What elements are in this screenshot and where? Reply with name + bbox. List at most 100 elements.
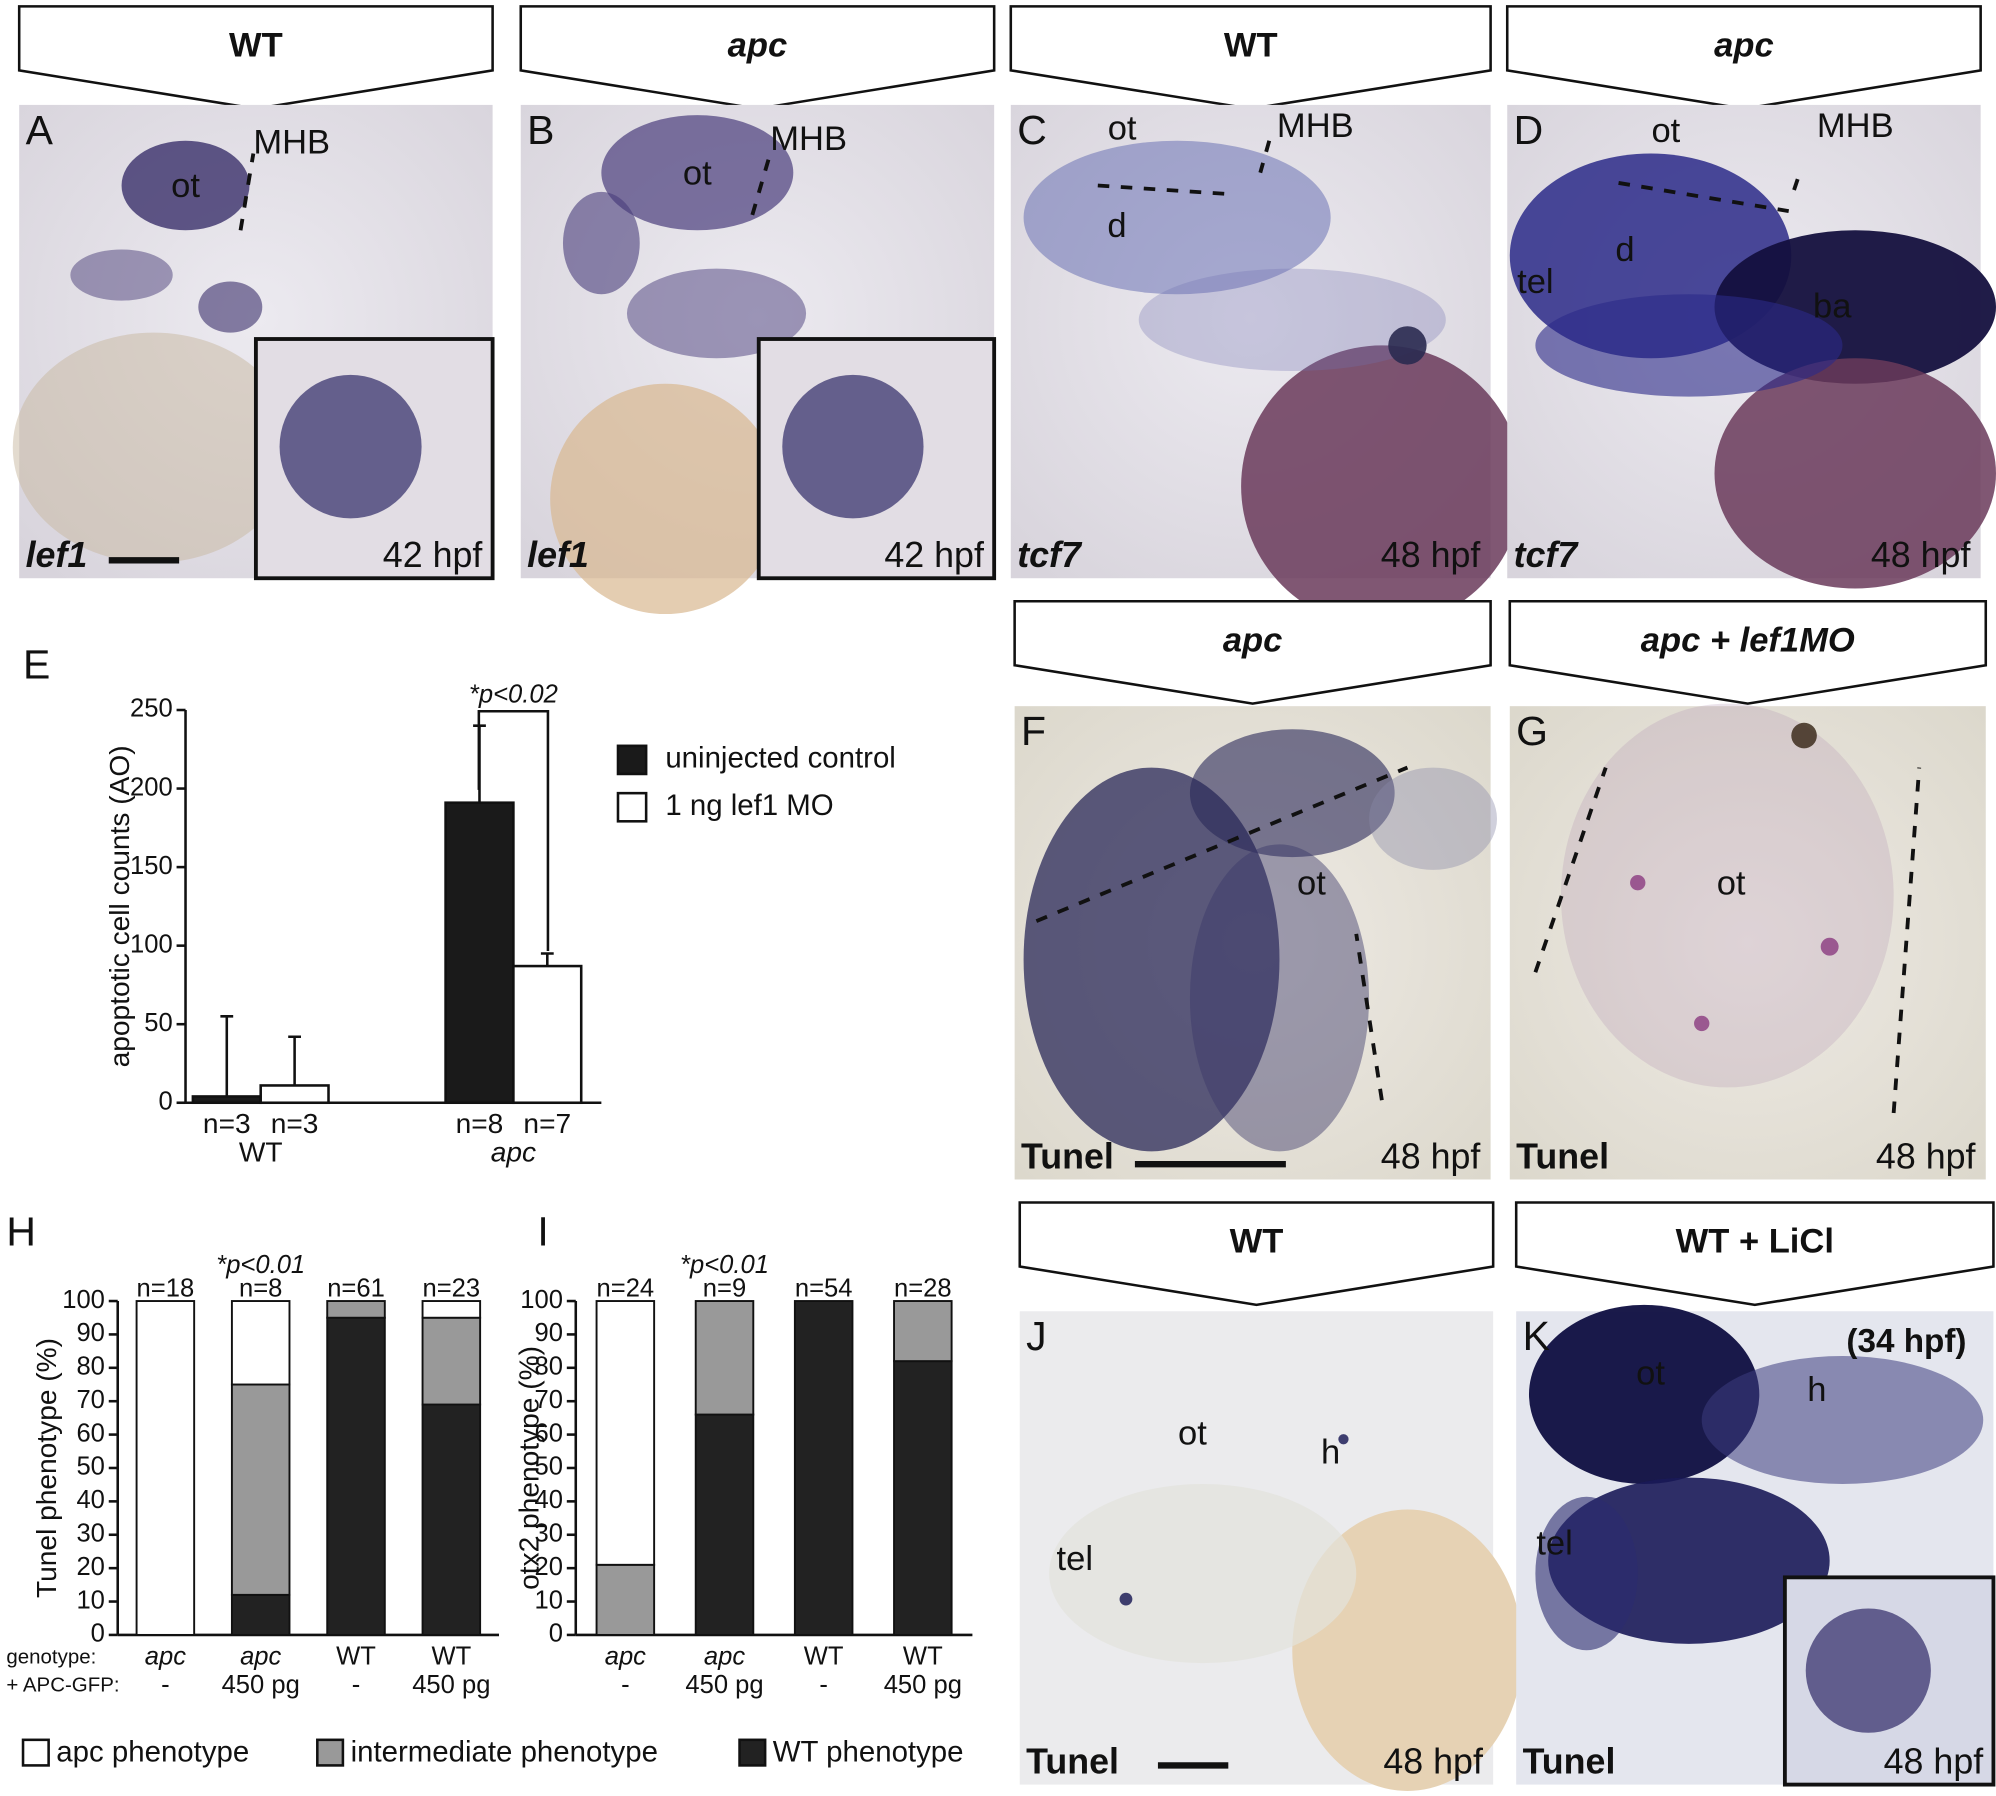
panel-letter: I [537,1208,548,1254]
x-tick-label: apc [491,1136,536,1167]
stain [1338,1434,1349,1445]
stage-label: 48 hpf [1876,1137,1976,1177]
n-label: n=3 [271,1108,319,1139]
stain [1820,937,1839,956]
error-bar [220,1015,234,1097]
y-tick-label: 80 [76,1353,104,1381]
bar-segment [421,1300,482,1319]
x-tick-label: WT [431,1643,471,1671]
n-label: n=23 [423,1274,481,1302]
panel-letter: K [1523,1313,1550,1359]
x-tick-label: apc [145,1643,186,1671]
y-tick-label: 0 [549,1620,563,1648]
legend-label: 1 ng lef1 MO [665,789,833,822]
y-tick-label: 100 [62,1286,105,1314]
stain [1535,1496,1638,1651]
y-tick-label: 50 [76,1453,104,1481]
bar [259,1084,330,1105]
error-bar [540,952,554,967]
legend-swatch [616,791,648,823]
stain-label: Tunel [1516,1137,1609,1177]
panel-letter: C [1017,107,1047,153]
stage-label: 42 hpf [884,535,984,575]
stain [1694,1015,1710,1032]
y-tick-label: 40 [76,1486,104,1514]
stain-label: tcf7 [1514,535,1580,575]
y-tick-label: 40 [535,1486,563,1514]
stain [626,268,807,359]
annotation: h [1807,1371,1826,1409]
panel: WT J Tunel 48 hpf ot h tel [1018,1201,1523,1791]
panel: apc F Tunel 48 hpf ot [1013,599,1497,1180]
y-tick-label: 0 [91,1620,105,1648]
treatment-label: - [621,1671,630,1699]
bar-segment [595,1300,656,1566]
x-tick-label: WT [336,1643,376,1671]
stain-label: lef1 [26,535,88,575]
annotation: d [1107,207,1126,245]
n-label: n=54 [795,1274,853,1302]
stain [1791,722,1817,749]
bar-segment [135,1300,196,1636]
panel-letter: G [1516,708,1548,754]
n-label: n=7 [523,1108,571,1139]
bar-segment [893,1360,953,1636]
stain [1560,703,1894,1088]
panel-letter: D [1514,107,1544,153]
panel-letter: J [1026,1313,1046,1359]
legend-swatch [316,1738,345,1767]
bar [444,801,515,1105]
stain [70,249,173,301]
annotation: ot [1636,1354,1665,1392]
treatment-label: - [161,1671,170,1699]
annotation: tel [1517,263,1553,301]
stain-label: lef1 [527,535,589,575]
y-tick-label: 150 [130,852,173,880]
legend-swatch [738,1738,767,1767]
header-banner [519,5,996,111]
stain [12,332,295,563]
stain [1119,1592,1133,1606]
y-tick-label: 10 [76,1586,104,1614]
panel: WT + LiCl K Tunel 48 hpf ot h tel (34 hpf) [1514,1201,1996,1787]
treatment-label: 450 pg [884,1671,962,1699]
legend-label: WT phenotype [773,1736,964,1769]
stage-label: 48 hpf [1381,1137,1481,1177]
panel-letter: B [527,107,554,153]
stain [1189,729,1395,858]
y-axis-label: apoptotic cell counts (AO) [104,745,135,1067]
y-tick-label: 50 [535,1453,563,1481]
y-tick-label: 90 [535,1319,563,1347]
bar-segment [230,1300,291,1386]
panel-letter: E [23,642,50,688]
stain [601,115,794,231]
bar-segment [421,1403,482,1636]
header: WT + LiCl [1676,1223,1834,1261]
y-tick-label: 30 [76,1520,104,1548]
legend-swatch [616,744,648,776]
stage-label: 48 hpf [1884,1742,1984,1782]
stain-label: Tunel [1021,1137,1114,1177]
annotation: ot [1651,112,1680,150]
error-bar [288,1035,301,1086]
stain-label: Tunel [1523,1742,1616,1782]
bar-segment [793,1300,854,1636]
y-tick-label: 100 [130,930,173,958]
bar-segment [893,1300,953,1363]
annotation: ba [1813,287,1852,325]
x-tick-label: WT [239,1136,283,1167]
stage-label: 48 hpf [1381,535,1481,575]
treatment-label: 450 pg [412,1671,490,1699]
y-tick-label: 20 [535,1553,563,1581]
stain [1049,1483,1357,1664]
chart: H Tunel phenotype (%) 0 10 20 30 40 50 60 70 80 90 1… [6,1208,499,1699]
stain [1388,326,1427,365]
y-tick-label: 0 [158,1087,172,1115]
stain [1189,844,1370,1152]
stain [1701,1356,1984,1484]
header: apc [728,26,788,64]
stain [562,191,640,295]
annotation: ot [1178,1414,1207,1452]
